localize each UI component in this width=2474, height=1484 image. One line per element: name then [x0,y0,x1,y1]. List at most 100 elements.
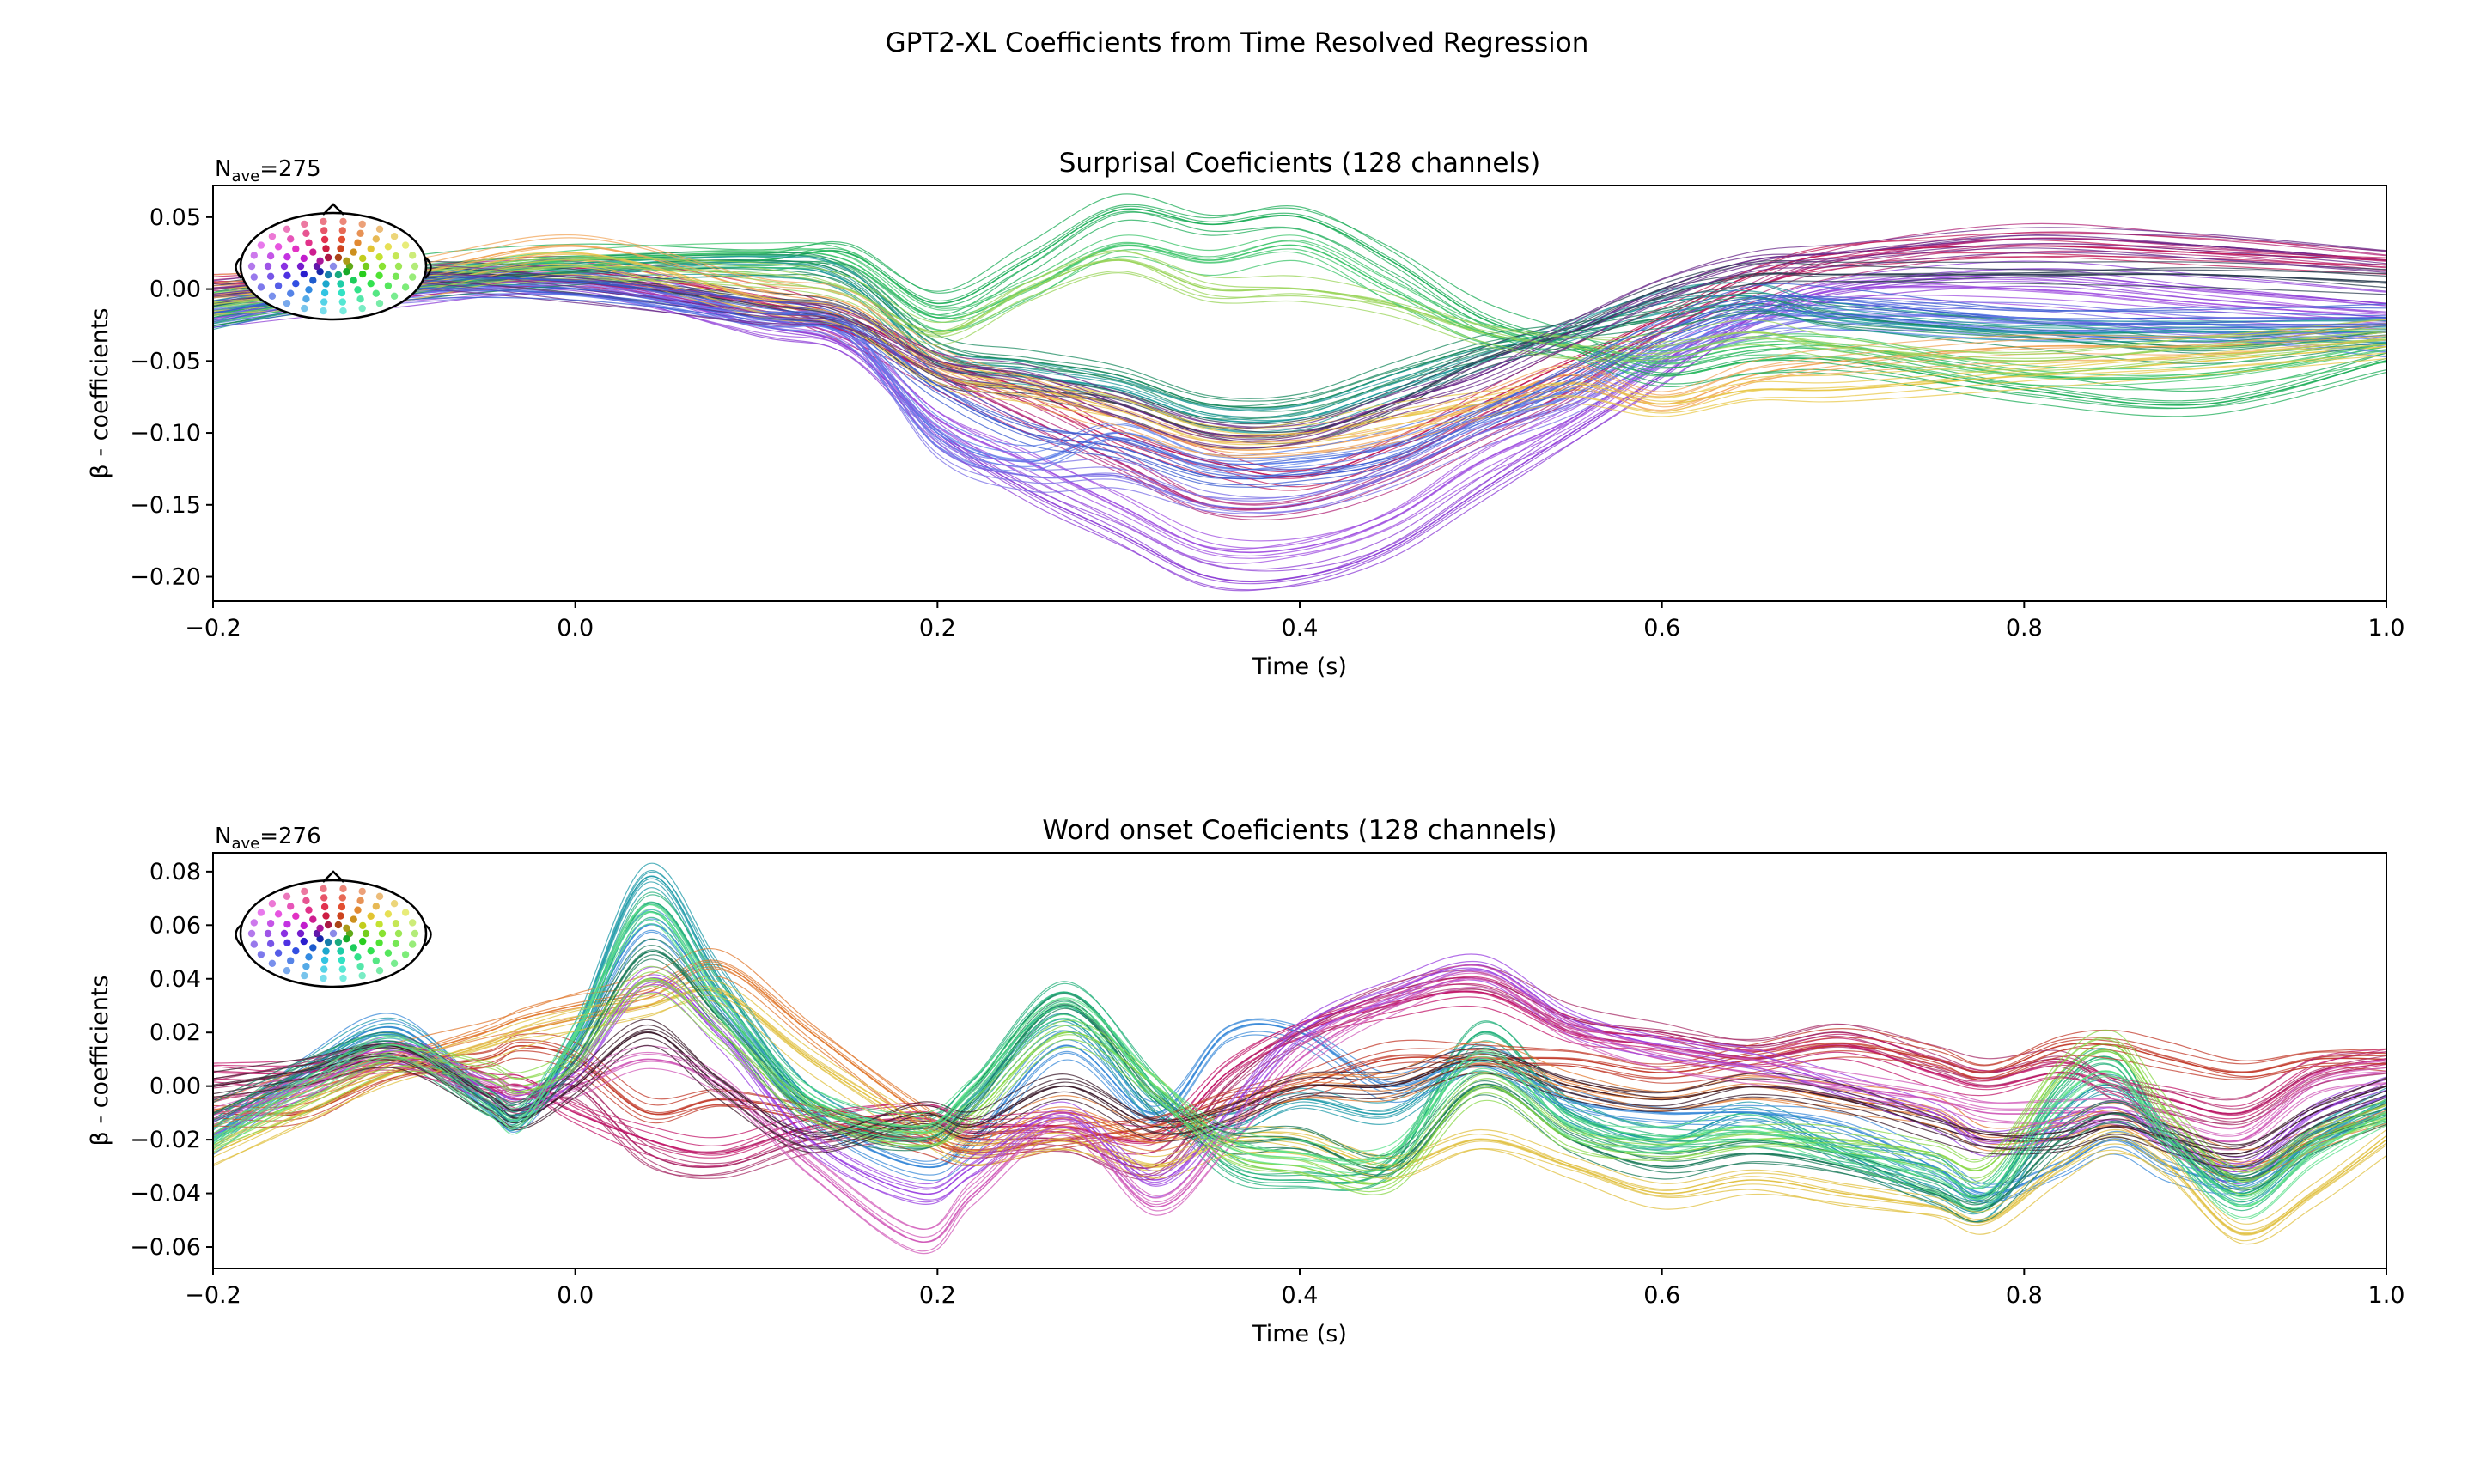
sensor-dot [359,254,367,263]
sensor-dot [337,280,344,288]
x-axis-label: Time (s) [1252,654,1347,680]
sensor-dot [320,894,328,902]
sensor-dot [367,912,375,920]
channel-trace [213,275,2386,466]
channel-trace [213,289,2386,486]
channel-trace [213,919,2386,1218]
sensor-dot [283,921,291,928]
x-tick-label: 0.8 [2006,1282,2043,1309]
sensor-dot [292,947,300,955]
panel-title: Surprisal Coeficients (128 channels) [1059,148,1541,179]
x-axis: −0.2 0.0 0.2 0.4 0.6 0.8 1.0 [185,1268,2404,1309]
sensor-dot [375,225,384,233]
channel-trace [213,267,2386,434]
x-tick-label: 0.6 [1643,1282,1680,1309]
nave-label: Nave=275 [215,156,321,186]
sensor-dot [264,262,272,271]
x-tick-label: 0.0 [557,615,594,642]
y-tick-label: −0.10 [130,420,201,447]
channel-trace [213,258,2386,362]
channel-trace [213,293,2386,514]
sensor-dot [378,262,387,271]
x-tick-label: 1.0 [2368,615,2405,642]
sensor-dot [247,929,256,938]
sensor-dot [283,271,291,279]
nave-label: Nave=276 [215,824,321,853]
channel-trace [213,249,2386,354]
sensor-dot [305,906,313,914]
sensor-dot [268,233,277,240]
sensor-dot [296,929,305,938]
y-tick-label: −0.15 [130,492,201,519]
sensor-dot [266,940,275,947]
sensor-dot [300,270,308,278]
sensor-dot [375,921,383,928]
figure-title: GPT2-XL Coefficients from Time Resolved … [886,27,1589,58]
sensor-dot [300,921,308,930]
sensor-dot [302,897,310,904]
channel-trace [213,904,2386,1201]
channel-trace [213,964,2386,1195]
sensor-dot [296,262,305,271]
sensor-dot [367,245,375,252]
sensor-map-inset [235,203,432,321]
sensor-dot [309,915,317,923]
sensor-dot [350,944,357,952]
channel-trace [213,1028,2386,1150]
sensor-dot [359,937,367,946]
sensor-dot [356,295,364,303]
channel-trace [213,949,2386,1210]
sensor-map-inset [235,870,432,988]
sensor-dot [338,298,346,306]
sensor-dot [266,252,275,260]
sensor-dot [320,235,329,244]
channel-trace [213,938,2386,1198]
sensor-dot [358,971,366,980]
sensor-dot [322,912,330,920]
y-tick-label: 0.08 [149,859,201,885]
sensor-dot [375,892,384,900]
sensor-dot [359,270,367,278]
sensor-dot [354,906,362,914]
channel-trace [213,259,2386,360]
sensor-dot [372,957,380,964]
channel-trace [213,276,2386,459]
sensor-dot [283,225,291,233]
sensor-dot [320,903,329,911]
sensor-dot [354,286,362,294]
sensor-dot [334,938,343,946]
y-tick-label: 0.05 [149,204,201,231]
channel-trace [213,994,2386,1242]
channel-trace [213,251,2386,356]
y-tick-label: 0.00 [149,277,201,303]
sensor-dot [329,262,338,271]
channel-trace [213,985,2386,1193]
sensor-dot [354,953,362,961]
channel-trace [213,259,2386,425]
sensor-dot [280,262,289,271]
sensor-dot [320,965,328,973]
sensor-dot [339,307,347,315]
channel-trace [213,1031,2386,1158]
channel-trace [213,972,2386,1238]
channel-trace [213,912,2386,1207]
sensor-dot [372,289,380,297]
x-tick-label: 0.0 [557,1282,594,1309]
sensor-dot [338,903,346,911]
sensor-dot [320,956,329,964]
sensor-dot [338,894,346,902]
sensor-dot [367,280,375,288]
sensor-dot [375,253,383,261]
sensor-dot [345,262,354,271]
x-tick-label: 0.4 [1282,615,1319,642]
panel-title: Word onset Coeficients (128 channels) [1042,815,1557,846]
channel-trace [213,283,2386,462]
sensor-dot [250,252,258,259]
sensor-dot [384,243,393,251]
sensor-dot [324,253,332,262]
sensor-dot [392,252,400,260]
channel-trace [213,232,2386,471]
sensor-dot [313,929,321,938]
channel-trace [213,277,2386,550]
